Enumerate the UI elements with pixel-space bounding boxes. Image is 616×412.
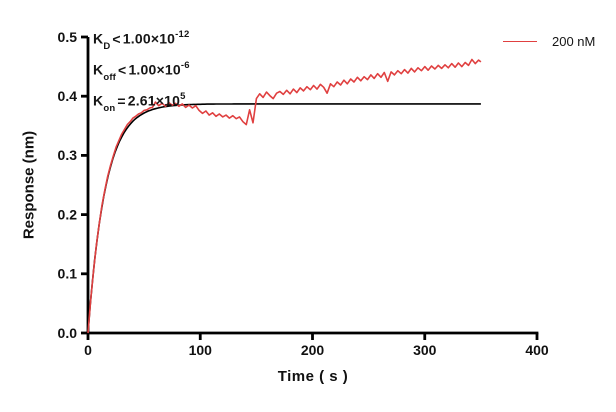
- legend-label: 200 nM: [552, 34, 596, 49]
- y-tick-label: 0.1: [58, 266, 78, 282]
- x-tick-label: 400: [525, 342, 549, 358]
- response-curve-200nM: [87, 58, 482, 334]
- kon-line: Kon= 2.61×105: [93, 90, 186, 115]
- x-tick-label: 200: [301, 342, 325, 358]
- y-tick-label: 0.3: [58, 147, 78, 163]
- kd-line: KD< 1.00×10-12: [93, 29, 190, 53]
- y-tick-label: 0.0: [58, 325, 78, 341]
- y-tick-label: 0.2: [58, 206, 78, 222]
- legend-line-swatch: [503, 41, 537, 42]
- y-tick-label: 0.4: [58, 88, 78, 104]
- koff-line: Koff< 1.00×10-6: [93, 59, 190, 84]
- x-tick-label: 300: [413, 342, 437, 358]
- legend: 200 nM: [503, 34, 595, 49]
- y-tick-label: 0.5: [58, 29, 78, 45]
- kinetics-annotation: KD< 1.00×10-12 Koff< 1.00×10-6 Kon= 2.61×10…: [93, 25, 190, 118]
- x-axis-title: Time ( s ): [277, 368, 349, 385]
- fit-curve: [87, 103, 481, 334]
- y-axis-title: Response (nm): [20, 130, 38, 240]
- x-tick-label: 0: [84, 342, 92, 358]
- x-tick-label: 100: [189, 342, 213, 358]
